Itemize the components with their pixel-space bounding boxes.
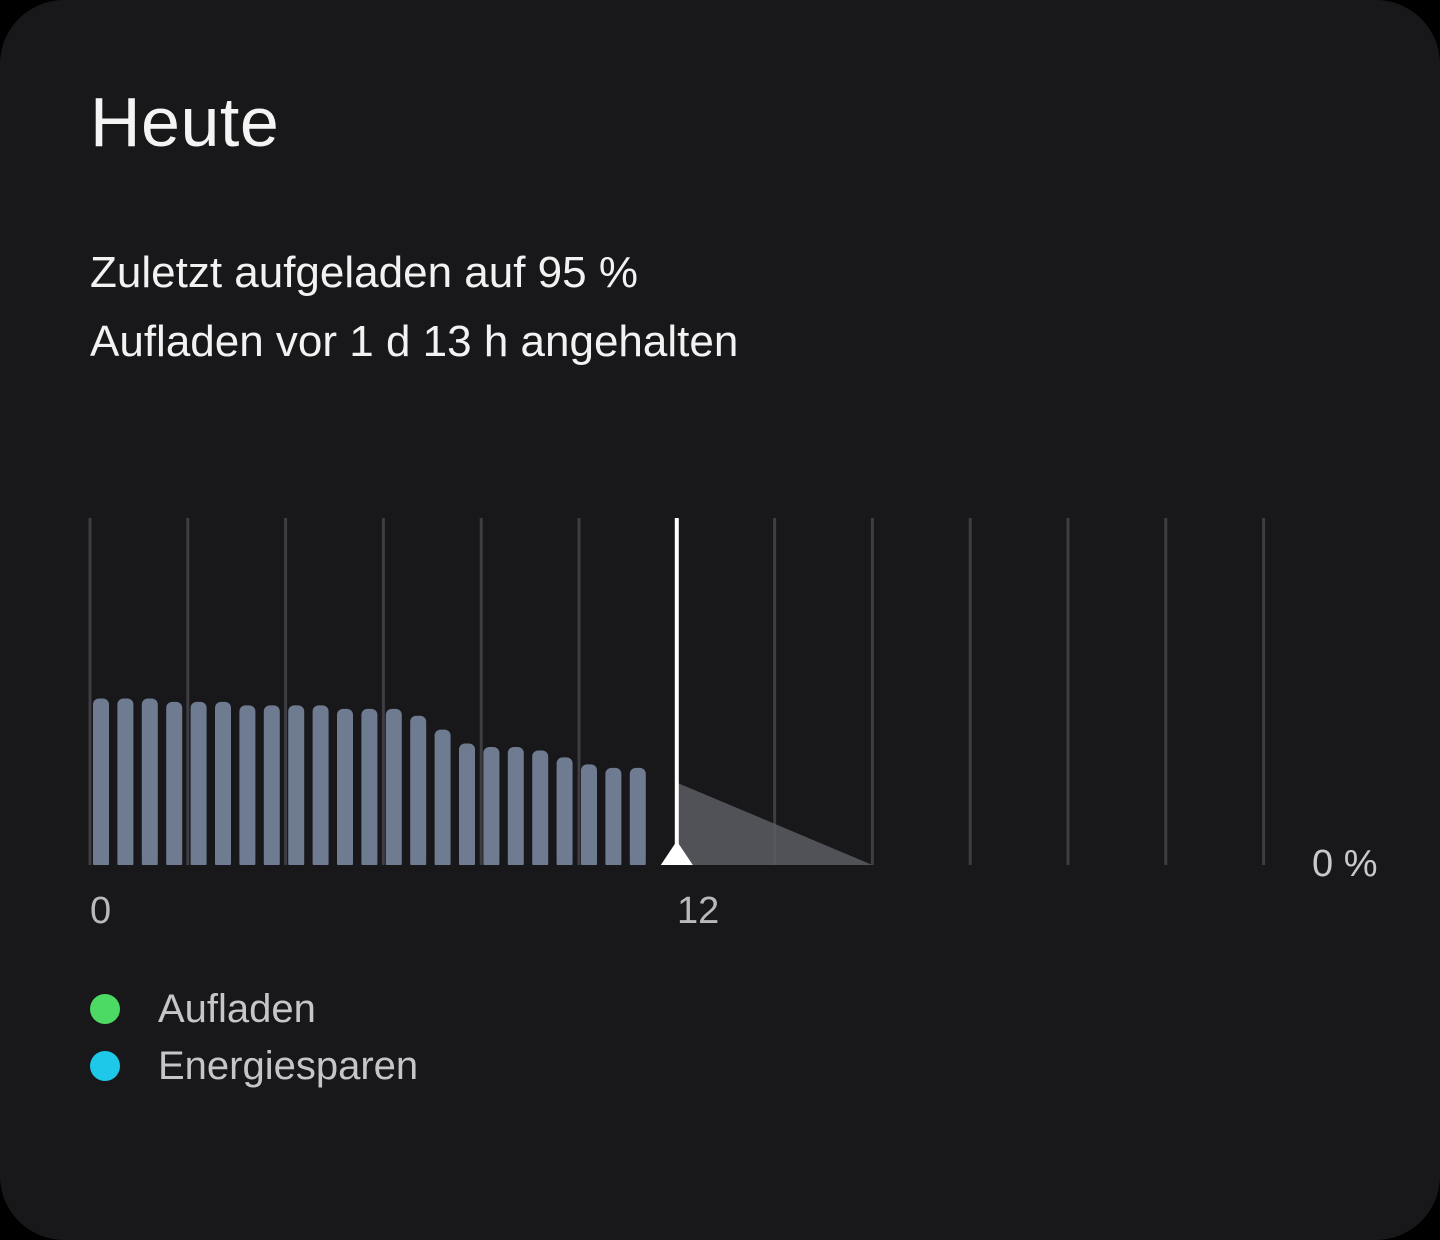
battery-bar (629, 767, 646, 869)
battery-bar (239, 705, 256, 869)
battery-bar (556, 757, 573, 869)
battery-bar (166, 701, 183, 869)
battery-chart (85, 518, 1385, 873)
battery-bar (141, 698, 158, 869)
legend-label-charging: Aufladen (158, 986, 316, 1031)
legend-item-charging: Aufladen (90, 987, 316, 1031)
charging-stopped-text: Aufladen vor 1 d 13 h angehalten (90, 317, 739, 366)
battery-bar (215, 701, 231, 869)
current-time-marker-icon (660, 841, 693, 865)
battery-bar (483, 747, 500, 869)
battery-bar (459, 743, 475, 869)
battery-bar (263, 705, 280, 869)
y-axis-label: 0 % (1312, 843, 1378, 885)
battery-bar (605, 767, 622, 869)
legend-label-power-saving: Energiesparen (158, 1043, 419, 1088)
battery-bar (507, 747, 524, 869)
battery-bar (337, 708, 353, 869)
battery-bar (532, 750, 549, 869)
battery-bar (410, 715, 427, 869)
card-title: Heute (90, 83, 280, 161)
legend-dot-power-saving (90, 1051, 120, 1081)
x-tick-label-12: 12 (677, 890, 720, 932)
battery-bar (190, 701, 207, 869)
battery-bar (385, 708, 402, 869)
battery-bar (312, 705, 329, 869)
legend-item-power-saving: Energiesparen (90, 1044, 418, 1088)
battery-bar (434, 729, 451, 869)
legend-dot-charging (90, 994, 120, 1024)
last-charged-text: Zuletzt aufgeladen auf 95 % (90, 248, 638, 297)
chart-baseline (85, 865, 1385, 873)
battery-bar (117, 698, 134, 869)
battery-bar (288, 705, 305, 869)
x-tick-label-0: 0 (90, 890, 112, 932)
battery-bar (93, 698, 109, 869)
battery-bar (361, 708, 378, 869)
battery-bar (581, 764, 597, 869)
